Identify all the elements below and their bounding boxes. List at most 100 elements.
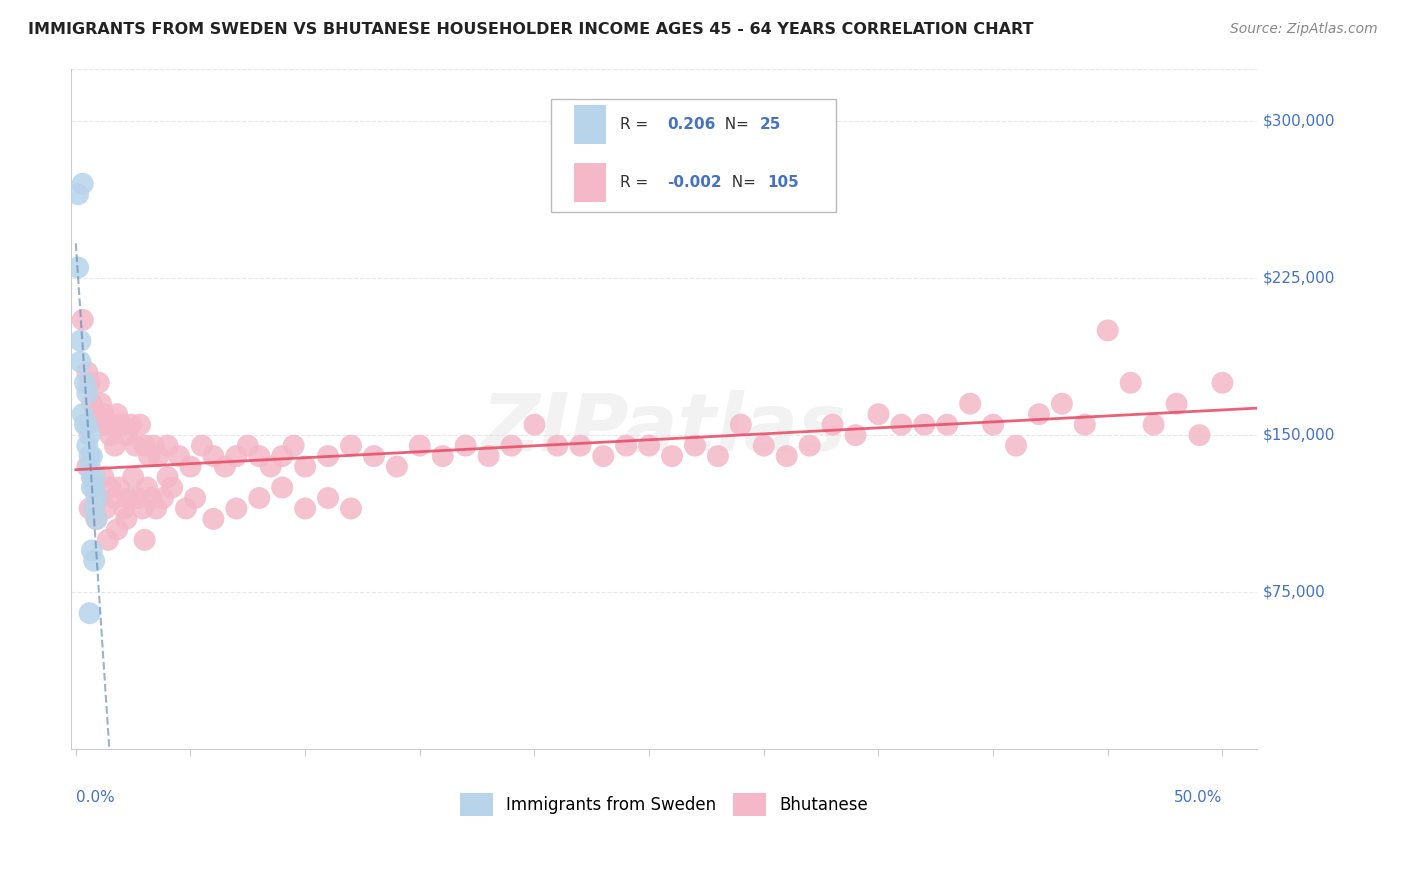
Point <box>73 417 96 432</box>
Point <box>79 606 101 620</box>
Point <box>501 439 523 453</box>
Point <box>94 417 117 432</box>
Point <box>1097 323 1119 337</box>
Point <box>363 449 385 463</box>
Point <box>294 501 316 516</box>
Point <box>80 481 103 495</box>
Text: $75,000: $75,000 <box>1263 585 1326 599</box>
Point <box>108 481 131 495</box>
Point <box>799 439 821 453</box>
Point <box>141 491 163 505</box>
Point <box>79 501 101 516</box>
Point <box>80 470 103 484</box>
Point <box>79 428 101 442</box>
Point <box>225 501 247 516</box>
Point <box>112 501 135 516</box>
Point <box>72 407 94 421</box>
Point <box>131 501 153 516</box>
Point <box>247 491 270 505</box>
Point <box>156 470 179 484</box>
Point <box>105 407 128 421</box>
Point <box>90 397 112 411</box>
Point <box>683 439 706 453</box>
FancyBboxPatch shape <box>551 99 837 211</box>
Point <box>76 386 98 401</box>
Point <box>80 543 103 558</box>
Point <box>120 417 142 432</box>
Point <box>752 439 775 453</box>
Point <box>105 523 128 537</box>
Text: R =: R = <box>620 175 658 190</box>
Text: N=: N= <box>723 175 761 190</box>
Point <box>1188 428 1211 442</box>
Legend: Immigrants from Sweden, Bhutanese: Immigrants from Sweden, Bhutanese <box>453 786 875 822</box>
Point <box>122 470 145 484</box>
Point <box>707 449 730 463</box>
Point <box>959 397 981 411</box>
Point <box>236 439 259 453</box>
Point <box>283 439 305 453</box>
Point <box>179 459 201 474</box>
Point <box>79 459 101 474</box>
FancyBboxPatch shape <box>574 163 606 202</box>
Point <box>569 439 592 453</box>
Point <box>76 439 98 453</box>
Point <box>76 417 98 432</box>
FancyBboxPatch shape <box>574 105 606 145</box>
Point <box>69 355 91 369</box>
Point <box>73 376 96 390</box>
Point <box>167 449 190 463</box>
Point <box>115 428 138 442</box>
Point <box>83 481 105 495</box>
Text: 0.206: 0.206 <box>668 117 716 132</box>
Point <box>97 417 120 432</box>
Point <box>111 417 134 432</box>
Point <box>1074 417 1097 432</box>
Point <box>80 470 103 484</box>
Point <box>156 439 179 453</box>
Point <box>67 187 90 202</box>
Text: IMMIGRANTS FROM SWEDEN VS BHUTANESE HOUSEHOLDER INCOME AGES 45 - 64 YEARS CORREL: IMMIGRANTS FROM SWEDEN VS BHUTANESE HOUS… <box>28 22 1033 37</box>
Point <box>72 177 94 191</box>
Text: 0.0%: 0.0% <box>76 790 114 805</box>
Text: -0.002: -0.002 <box>668 175 723 190</box>
Point <box>432 449 454 463</box>
Point <box>912 417 935 432</box>
Point <box>79 376 101 390</box>
Point <box>174 501 197 516</box>
Text: N=: N= <box>716 117 754 132</box>
Point <box>145 501 167 516</box>
Point <box>260 459 283 474</box>
Point <box>1028 407 1050 421</box>
Point <box>104 439 127 453</box>
Point <box>1142 417 1164 432</box>
Point <box>86 512 108 526</box>
Point <box>202 512 225 526</box>
Point <box>661 449 683 463</box>
Point <box>115 512 138 526</box>
Point <box>101 417 124 432</box>
Point <box>87 491 110 505</box>
Point <box>184 491 207 505</box>
Point <box>124 439 146 453</box>
Point <box>94 501 117 516</box>
Point <box>546 439 568 453</box>
Point <box>981 417 1004 432</box>
Point <box>67 260 90 275</box>
Point <box>1050 397 1073 411</box>
Point <box>271 481 294 495</box>
Point <box>638 439 661 453</box>
Point <box>98 481 121 495</box>
Text: $225,000: $225,000 <box>1263 270 1336 285</box>
Point <box>86 491 108 505</box>
Point <box>1166 397 1188 411</box>
Point <box>730 417 752 432</box>
Point <box>93 470 115 484</box>
Point <box>1211 376 1233 390</box>
Text: ZIPatlas: ZIPatlas <box>481 391 846 468</box>
Point <box>83 470 105 484</box>
Point <box>76 459 98 474</box>
Point <box>821 417 844 432</box>
Point <box>86 407 108 421</box>
Point <box>135 481 157 495</box>
